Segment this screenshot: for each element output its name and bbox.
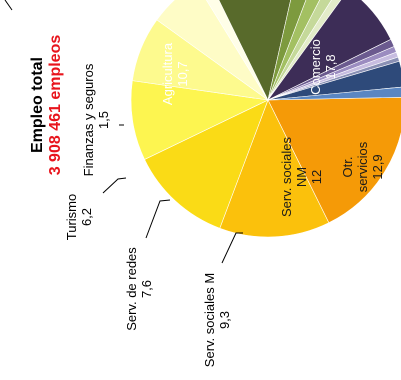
pie-slice-comercio <box>267 97 401 224</box>
pie-slice-otr-servicios <box>219 99 330 238</box>
label-otr-servicios-value: 12,9 <box>369 154 385 180</box>
chart-total: 3 908 461 empleos <box>47 34 64 176</box>
leader-lines <box>4 0 243 264</box>
label-serv-sociales-m: Serv. sociales M 9,3 <box>202 260 237 380</box>
chart-title: Empleo total <box>29 57 46 154</box>
pie-slice-unlabeled-8 <box>267 0 307 101</box>
pie-slice-agricultura <box>218 0 291 101</box>
label-finanzas: Finanzas y seguros 1,5 <box>81 60 118 180</box>
label-agricultura-value: 10,7 <box>174 61 190 87</box>
label-otr-servicios-name: Otr. servicios <box>340 141 370 193</box>
label-agricultura: Agricultura 10,7 <box>160 34 195 114</box>
pie-slice-serv-sociales-m <box>130 80 270 160</box>
label-serv-sociales-nm-value: 12 <box>308 169 324 185</box>
label-serv-sociales-nm-name: Serv. sociales NM <box>279 137 309 217</box>
label-comercio-value: 17,8 <box>322 54 338 80</box>
label-comercio-name: Comercio <box>308 39 323 95</box>
pie-slice-turismo <box>156 0 269 101</box>
label-serv-sociales-m-name: Serv. sociales M <box>202 272 217 368</box>
pie-slices <box>130 0 401 238</box>
label-turismo-value: 6,2 <box>78 207 94 227</box>
label-agricultura-name: Agricultura <box>160 42 175 106</box>
label-finanzas-name: Finanzas y seguros <box>81 63 96 177</box>
label-serv-sociales-nm: Serv. sociales NM 12 <box>279 122 330 232</box>
label-otr-servicios: Otr. servicios 12,9 <box>340 127 393 207</box>
leader-line-serv-redes <box>145 199 171 239</box>
label-serv-sociales-m-value: 9,3 <box>216 310 232 330</box>
label-serv-redes-name: Serv. de redes <box>124 247 139 331</box>
leader-line-top <box>4 0 13 11</box>
label-serv-redes: Serv. de redes 7,6 <box>124 239 159 339</box>
label-turismo: Turismo 6,2 <box>64 187 99 247</box>
pie-slice-unlabeled-18 <box>267 86 401 101</box>
label-turismo-name: Turismo <box>64 193 79 241</box>
leader-line-turismo <box>102 177 127 194</box>
leader-line-serv-sociales-m <box>221 232 243 264</box>
label-comercio: Comercio 17,8 <box>308 32 343 102</box>
pie-slice-serv-sociales-nm <box>144 99 269 229</box>
label-serv-redes-value: 7,6 <box>138 279 154 299</box>
label-finanzas-value: 1,5 <box>95 110 111 130</box>
